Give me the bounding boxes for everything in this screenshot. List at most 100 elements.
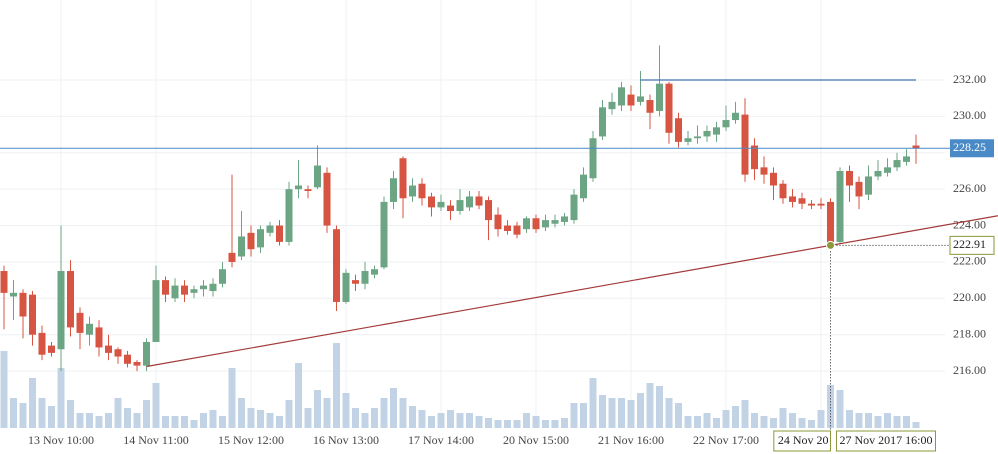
candle-body bbox=[409, 185, 416, 197]
candle-body bbox=[466, 196, 473, 208]
volume-bar bbox=[209, 410, 217, 428]
volume-bar bbox=[912, 422, 920, 428]
candle-body bbox=[48, 345, 55, 353]
candle-body bbox=[333, 229, 340, 302]
x-tick-label: 13 Nov 10:00 bbox=[28, 433, 94, 447]
candle-body bbox=[827, 201, 834, 246]
crosshair-time-box bbox=[836, 430, 936, 452]
volume-bar bbox=[266, 413, 274, 428]
candle-body bbox=[532, 218, 540, 230]
volume-bar bbox=[48, 406, 55, 428]
volume-bar bbox=[114, 398, 122, 428]
candle-body bbox=[732, 112, 739, 121]
candle-body bbox=[912, 145, 920, 149]
candle-body bbox=[143, 341, 150, 366]
candle-body bbox=[19, 292, 27, 317]
volume-bar bbox=[0, 351, 8, 428]
candle-body bbox=[29, 294, 36, 335]
volume-bar bbox=[751, 413, 758, 428]
volume-bar bbox=[418, 410, 426, 428]
volume-bar bbox=[29, 378, 36, 428]
candle-body bbox=[694, 136, 701, 139]
crosshair-point bbox=[826, 240, 835, 250]
candle-body bbox=[504, 225, 511, 232]
volume-bar bbox=[675, 403, 682, 428]
volume-bar bbox=[599, 395, 606, 428]
volume-bar bbox=[618, 398, 625, 428]
volume-bar bbox=[105, 413, 112, 428]
candle-body bbox=[162, 280, 169, 295]
y-tick-label: 232.00 bbox=[953, 72, 986, 86]
candle-body bbox=[323, 172, 331, 226]
candle-body bbox=[456, 200, 464, 211]
candle-body bbox=[570, 194, 578, 221]
candle-body bbox=[105, 345, 112, 353]
volume-bar bbox=[86, 413, 93, 428]
volume-bar bbox=[741, 400, 749, 428]
candle-body bbox=[428, 196, 435, 208]
volume-bar bbox=[409, 406, 416, 428]
candle-body bbox=[371, 269, 378, 275]
volume-bar bbox=[808, 420, 815, 428]
candle-body bbox=[513, 225, 521, 235]
candle-body bbox=[523, 218, 530, 230]
volume-bar bbox=[200, 413, 207, 428]
candle-body bbox=[741, 114, 749, 175]
y-tick-label: 230.00 bbox=[953, 108, 986, 122]
volume-bar bbox=[371, 408, 378, 428]
x-tick-label: 17 Nov 14:00 bbox=[408, 433, 474, 447]
candle-body bbox=[751, 145, 758, 170]
volume-bar bbox=[447, 410, 454, 428]
volume-bar bbox=[285, 400, 293, 428]
volume-bar bbox=[523, 413, 530, 428]
candle-body bbox=[846, 170, 853, 186]
candle-body bbox=[561, 216, 568, 222]
volume-bar bbox=[865, 413, 872, 428]
volume-bar bbox=[124, 408, 131, 428]
candle-body bbox=[285, 189, 293, 242]
volume-bar bbox=[504, 420, 511, 428]
y-tick-label: 220.00 bbox=[953, 290, 986, 304]
volume-bar bbox=[380, 398, 388, 428]
volume-bar bbox=[67, 400, 74, 428]
candle-body bbox=[266, 225, 274, 233]
candle-body bbox=[257, 229, 264, 248]
volume-bar bbox=[152, 383, 160, 428]
volume-bar bbox=[38, 398, 46, 428]
volume-bar bbox=[342, 393, 350, 428]
volume-bar bbox=[779, 408, 787, 428]
candle-body bbox=[276, 225, 283, 242]
volume-bar bbox=[665, 398, 673, 428]
candle-body bbox=[95, 327, 103, 348]
volume-bar bbox=[10, 398, 17, 428]
volume-bar bbox=[181, 416, 188, 428]
volume-bar bbox=[76, 413, 84, 428]
candle-body bbox=[295, 185, 302, 190]
candle-body bbox=[684, 138, 692, 142]
candle-body bbox=[542, 220, 549, 228]
candle-body bbox=[798, 198, 806, 204]
last-price-label: 228.25 bbox=[953, 140, 986, 154]
volume-bar bbox=[770, 418, 777, 428]
candle-body bbox=[656, 83, 663, 111]
candle-body bbox=[722, 120, 730, 128]
volume-bar bbox=[760, 416, 768, 428]
volume-bar bbox=[817, 410, 825, 428]
volume-bar bbox=[475, 416, 483, 428]
volume-bar bbox=[399, 398, 407, 428]
candle-body bbox=[247, 232, 255, 250]
volume-bar bbox=[513, 420, 521, 428]
volume-bar bbox=[390, 388, 397, 428]
volume-bar bbox=[874, 416, 882, 428]
volume-bar bbox=[304, 408, 312, 428]
candle-body bbox=[874, 170, 882, 177]
candle-body bbox=[760, 167, 768, 175]
candle-body bbox=[399, 158, 407, 199]
candle-body bbox=[608, 101, 616, 110]
x-tick-label: 16 Nov 13:00 bbox=[313, 433, 379, 447]
candle-body bbox=[67, 271, 74, 328]
volume-bar bbox=[542, 420, 549, 428]
volume-bar bbox=[228, 368, 236, 428]
volume-bar bbox=[722, 410, 730, 428]
volume-bar bbox=[437, 413, 445, 428]
